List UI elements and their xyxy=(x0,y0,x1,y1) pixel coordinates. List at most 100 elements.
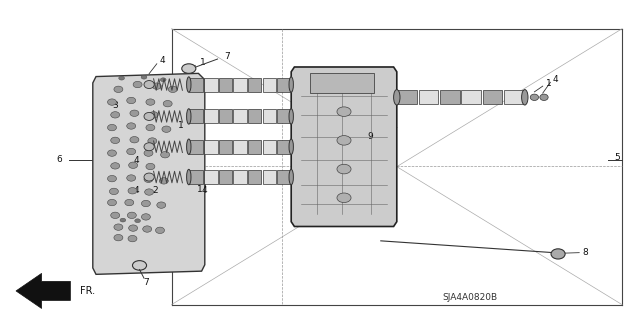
Ellipse shape xyxy=(127,212,136,219)
Bar xyxy=(189,140,203,154)
Ellipse shape xyxy=(337,136,351,145)
Text: 4: 4 xyxy=(202,186,207,195)
Text: 5: 5 xyxy=(614,153,620,162)
Ellipse shape xyxy=(149,112,158,118)
Text: FR.: FR. xyxy=(80,286,95,296)
Bar xyxy=(277,170,291,184)
Ellipse shape xyxy=(108,99,116,105)
Ellipse shape xyxy=(141,75,147,79)
Bar xyxy=(248,109,261,123)
Bar xyxy=(440,90,460,104)
Ellipse shape xyxy=(187,139,191,154)
Bar xyxy=(248,78,261,92)
Ellipse shape xyxy=(157,202,166,208)
Text: 4: 4 xyxy=(134,156,139,165)
Ellipse shape xyxy=(141,214,150,220)
Ellipse shape xyxy=(128,188,137,194)
Text: 7: 7 xyxy=(225,52,230,61)
Ellipse shape xyxy=(144,80,154,89)
Polygon shape xyxy=(16,273,70,308)
Bar xyxy=(310,73,374,93)
Bar xyxy=(189,78,203,92)
Ellipse shape xyxy=(132,261,147,270)
Bar xyxy=(189,170,203,184)
Ellipse shape xyxy=(337,164,351,174)
Bar xyxy=(248,170,261,184)
Bar xyxy=(204,109,218,123)
Ellipse shape xyxy=(289,77,293,92)
Bar xyxy=(262,78,276,92)
Ellipse shape xyxy=(289,169,293,185)
Ellipse shape xyxy=(108,175,116,182)
Ellipse shape xyxy=(133,81,142,88)
Ellipse shape xyxy=(111,212,120,219)
Ellipse shape xyxy=(156,227,164,234)
Ellipse shape xyxy=(160,78,166,82)
Ellipse shape xyxy=(130,137,139,143)
Bar xyxy=(277,109,291,123)
Ellipse shape xyxy=(530,94,538,100)
Ellipse shape xyxy=(125,199,134,206)
Bar xyxy=(219,140,232,154)
Bar xyxy=(262,109,276,123)
Text: 9: 9 xyxy=(364,84,369,93)
Bar xyxy=(204,140,218,154)
Ellipse shape xyxy=(182,64,196,73)
Polygon shape xyxy=(93,73,205,274)
Ellipse shape xyxy=(114,224,123,230)
Ellipse shape xyxy=(114,86,123,93)
Bar xyxy=(419,90,438,104)
Ellipse shape xyxy=(540,94,548,100)
Bar xyxy=(461,90,481,104)
Text: 1: 1 xyxy=(198,185,203,194)
Ellipse shape xyxy=(127,97,136,104)
Ellipse shape xyxy=(187,109,191,124)
Ellipse shape xyxy=(127,175,136,181)
Bar xyxy=(277,78,291,92)
Ellipse shape xyxy=(127,123,136,129)
Ellipse shape xyxy=(111,112,120,118)
Bar xyxy=(189,109,203,123)
Ellipse shape xyxy=(144,113,154,121)
Bar xyxy=(234,109,247,123)
Text: 4: 4 xyxy=(134,186,139,195)
Ellipse shape xyxy=(152,83,161,89)
Ellipse shape xyxy=(108,199,116,206)
Bar xyxy=(277,140,291,154)
Bar xyxy=(234,170,247,184)
Text: 7: 7 xyxy=(143,278,148,287)
Ellipse shape xyxy=(161,152,170,158)
Ellipse shape xyxy=(127,148,136,155)
Text: 6: 6 xyxy=(56,155,61,164)
Ellipse shape xyxy=(289,139,293,154)
Ellipse shape xyxy=(114,234,123,241)
Bar xyxy=(219,78,232,92)
Text: 1: 1 xyxy=(200,58,205,67)
Ellipse shape xyxy=(146,99,155,105)
Ellipse shape xyxy=(187,77,191,92)
Ellipse shape xyxy=(337,81,351,91)
Ellipse shape xyxy=(129,162,138,168)
Ellipse shape xyxy=(143,226,152,232)
Bar xyxy=(262,170,276,184)
Bar xyxy=(397,90,417,104)
Polygon shape xyxy=(291,67,397,226)
Ellipse shape xyxy=(162,126,171,132)
Ellipse shape xyxy=(187,169,191,185)
Ellipse shape xyxy=(159,178,168,184)
Ellipse shape xyxy=(337,193,351,203)
Bar xyxy=(234,140,247,154)
Ellipse shape xyxy=(522,90,528,105)
Ellipse shape xyxy=(144,173,154,181)
Bar xyxy=(204,170,218,184)
Ellipse shape xyxy=(146,124,155,131)
Ellipse shape xyxy=(120,218,125,222)
Ellipse shape xyxy=(119,76,124,80)
Ellipse shape xyxy=(111,163,120,169)
Ellipse shape xyxy=(135,219,141,223)
Ellipse shape xyxy=(130,110,139,116)
Ellipse shape xyxy=(111,137,120,144)
Bar xyxy=(204,78,218,92)
Ellipse shape xyxy=(551,249,565,259)
Ellipse shape xyxy=(108,124,116,131)
